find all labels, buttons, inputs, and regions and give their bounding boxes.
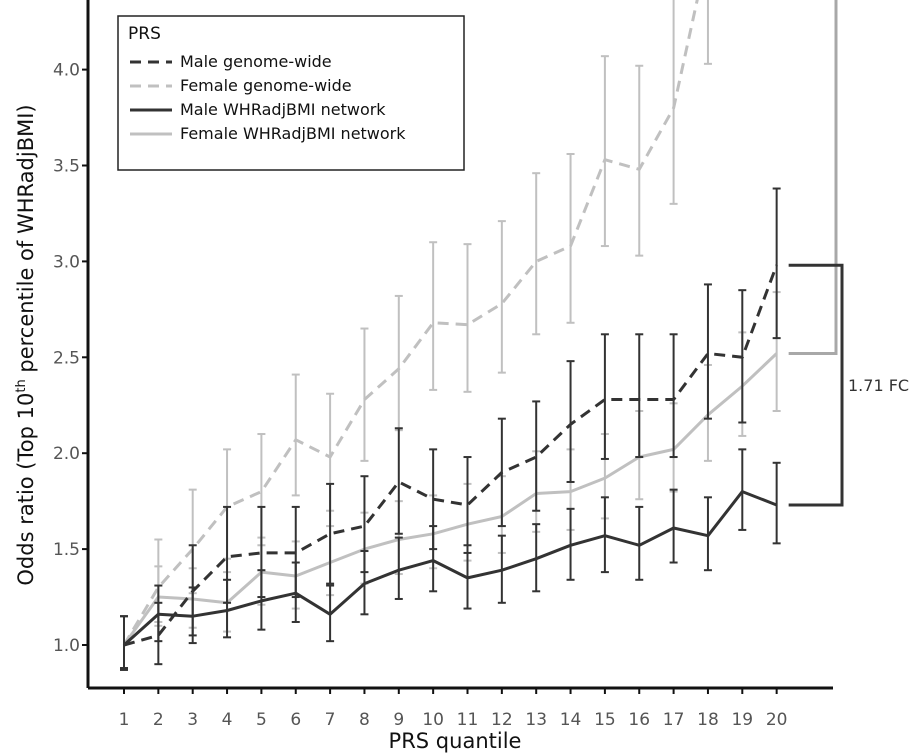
x-tick-label: 4 <box>222 710 233 730</box>
x-tick-label: 3 <box>187 710 198 730</box>
x-axis-title: PRS quantile <box>389 729 522 753</box>
y-tick-label: 1.5 <box>53 540 80 560</box>
series-male-genome-wide <box>120 187 781 670</box>
x-tick-label: 10 <box>422 710 444 730</box>
x-tick-label: 11 <box>457 710 479 730</box>
series-male-whradjbmi-network <box>120 448 781 671</box>
series-line <box>122 352 778 646</box>
fc-bracket-2: 1.71 FC <box>788 263 909 507</box>
series-layer <box>120 0 781 671</box>
series-line <box>122 490 778 647</box>
x-tick-label: 16 <box>628 710 650 730</box>
y-tick-label: 4.0 <box>53 61 80 81</box>
fc-bracket-line <box>788 0 838 355</box>
legend-title: PRS <box>128 24 161 44</box>
fc-label: 1.71 FC <box>848 376 909 395</box>
fc-bracket-1: 2.26 FC <box>788 0 838 355</box>
y-tick-label: 2.5 <box>53 348 80 368</box>
legend-items: Male genome-wide Female genome-wide Male W… <box>130 52 406 143</box>
x-tick-label: 18 <box>697 710 719 730</box>
x-tick-label: 5 <box>256 710 267 730</box>
axes-layer: 1.01.52.02.53.03.54.04.55.05.56.06.57.07… <box>53 0 833 730</box>
legend-label: Female genome-wide <box>180 76 352 95</box>
annotation-layer: 2.26 FC 1.71 FC <box>788 0 909 507</box>
fc-bracket-line <box>788 263 844 507</box>
y-tick-label: 1.0 <box>53 636 80 656</box>
x-tick-label: 15 <box>594 710 616 730</box>
x-tick-label: 12 <box>491 710 513 730</box>
x-tick-label: 17 <box>663 710 685 730</box>
y-axis-title-main: Odds ratio (Top 10 <box>14 393 38 586</box>
series-line <box>122 0 699 646</box>
x-tick-label: 14 <box>560 710 582 730</box>
y-axis-title-sup: th <box>14 379 29 392</box>
x-tick-label: 6 <box>290 710 301 730</box>
y-tick-label: 2.0 <box>53 444 80 464</box>
series-line <box>123 264 779 647</box>
x-tick-label: 2 <box>153 710 164 730</box>
x-tick-label: 8 <box>359 710 370 730</box>
y-axis-title-rest: percentile of WHRadjBMI) <box>14 104 38 379</box>
legend-box <box>117 15 465 171</box>
y-tick-label: 3.0 <box>53 252 80 272</box>
x-tick-label: 1 <box>119 710 130 730</box>
x-tick-label: 20 <box>766 710 788 730</box>
legend-label: Female WHRadjBMI network <box>180 124 406 143</box>
y-axis-title: Odds ratio (Top 10th percentile of WHRad… <box>14 104 38 585</box>
x-tick-label: 7 <box>325 710 336 730</box>
x-tick-label: 9 <box>393 710 404 730</box>
legend-label: Male WHRadjBMI network <box>180 100 386 119</box>
legend-label: Male genome-wide <box>180 52 332 71</box>
x-tick-label: 13 <box>525 710 547 730</box>
y-tick-label: 3.5 <box>53 157 80 177</box>
x-tick-label: 19 <box>731 710 753 730</box>
